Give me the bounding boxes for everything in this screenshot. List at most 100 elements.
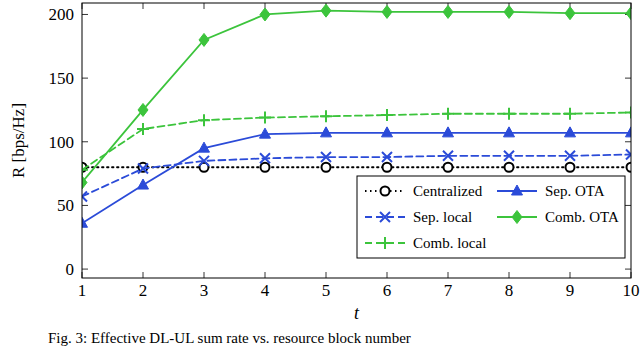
legend-box: [357, 176, 625, 258]
point-marker: [321, 4, 331, 17]
y-tick-right: [625, 205, 631, 206]
point-marker: [138, 164, 148, 174]
y-tick-label: 100: [49, 133, 75, 152]
y-tick: [82, 205, 88, 206]
point-marker: [505, 163, 514, 172]
point-marker: [443, 127, 454, 137]
point-marker: [442, 108, 454, 120]
x-axis-label: t: [354, 303, 360, 323]
y-tick-label: 50: [57, 196, 74, 215]
chart: 12345678910050100150200tR [bps/Hz]Fig. 3…: [0, 0, 640, 351]
point-marker: [626, 127, 632, 137]
x-tick-label: 6: [383, 281, 392, 300]
point-marker: [503, 108, 515, 120]
point-marker: [383, 163, 392, 172]
y-tick-right: [625, 141, 631, 142]
legend-marker: [379, 237, 391, 249]
point-marker: [627, 163, 632, 172]
point-marker: [199, 33, 209, 46]
point-marker: [382, 5, 392, 18]
legend: Centralized Sep. OTA Sep. local Comb. OTA Co…: [357, 176, 625, 258]
x-tick: [204, 272, 205, 278]
point-marker: [504, 151, 514, 161]
point-marker: [82, 217, 88, 227]
legend-marker: [380, 212, 390, 222]
point-marker: [504, 5, 514, 18]
point-marker: [321, 152, 331, 162]
y-tick: [82, 14, 88, 15]
point-marker: [199, 142, 210, 152]
point-marker: [260, 128, 271, 138]
legend-label: Comb. local: [413, 235, 486, 251]
point-marker: [320, 110, 332, 122]
point-marker: [138, 103, 148, 116]
legend-label: Sep. OTA: [545, 183, 605, 199]
series-line: [82, 11, 631, 183]
x-tick: [509, 272, 510, 278]
y-tick-right: [625, 78, 631, 79]
point-marker: [443, 5, 453, 18]
point-marker: [261, 163, 270, 172]
caption: Fig. 3: Effective DL-UL sum rate vs. res…: [48, 330, 411, 346]
point-marker: [198, 114, 210, 126]
point-marker: [199, 156, 209, 166]
x-tick-label: 4: [261, 281, 270, 300]
x-tick-label: 7: [444, 281, 453, 300]
point-marker: [82, 164, 88, 176]
point-marker: [321, 127, 332, 137]
y-tick: [82, 141, 88, 142]
x-tick-label: 9: [566, 281, 575, 300]
x-tick: [326, 272, 327, 278]
point-marker: [625, 106, 631, 118]
point-marker: [626, 150, 631, 160]
series: [82, 163, 631, 172]
point-marker: [82, 192, 87, 202]
point-marker: [138, 179, 149, 189]
y-tick-label: 200: [49, 5, 75, 24]
point-marker: [259, 112, 271, 124]
point-marker: [260, 153, 270, 163]
point-marker: [382, 127, 393, 137]
y-tick-right: [625, 269, 631, 270]
point-marker: [381, 109, 393, 121]
point-marker: [504, 127, 515, 137]
x-tick-label: 10: [623, 281, 640, 300]
y-tick-label: 150: [49, 69, 75, 88]
point-marker: [444, 163, 453, 172]
x-tick-top: [204, 3, 205, 9]
legend-label: Comb. OTA: [545, 209, 619, 225]
legend-marker: [512, 185, 523, 195]
x-tick-label: 8: [505, 281, 514, 300]
x-tick-label: 3: [200, 281, 209, 300]
point-marker: [565, 151, 575, 161]
point-marker: [382, 152, 392, 162]
y-axis-label: R [bps/Hz]: [9, 103, 28, 178]
plot-frame: [82, 3, 631, 278]
series: [82, 106, 631, 175]
point-marker: [565, 7, 575, 20]
x-tick-label: 5: [322, 281, 331, 300]
legend-marker: [381, 187, 390, 196]
y-tick: [82, 78, 88, 79]
x-tick: [570, 272, 571, 278]
point-marker: [260, 8, 270, 21]
x-tick: [143, 272, 144, 278]
point-marker: [82, 176, 87, 189]
y-tick: [82, 269, 88, 270]
point-marker: [565, 127, 576, 137]
x-tick-label: 1: [78, 281, 87, 300]
point-marker: [564, 108, 576, 120]
point-marker: [626, 7, 631, 20]
x-tick-label: 2: [139, 281, 148, 300]
x-tick-top: [143, 3, 144, 9]
x-tick: [448, 272, 449, 278]
y-tick-label: 0: [66, 260, 75, 279]
point-marker: [137, 123, 149, 135]
series: [82, 4, 631, 189]
x-tick: [387, 272, 388, 278]
point-marker: [566, 163, 575, 172]
legend-label: Centralized: [413, 183, 483, 199]
point-marker: [443, 151, 453, 161]
series-line: [82, 112, 631, 169]
legend-label: Sep. local: [413, 209, 472, 225]
